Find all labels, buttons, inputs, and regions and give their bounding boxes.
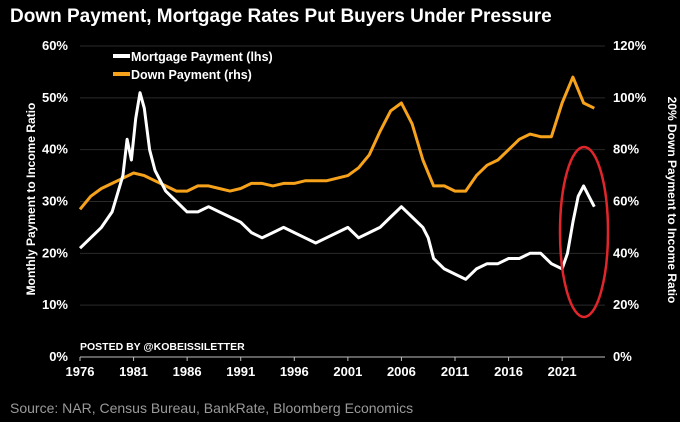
legend-label-down-payment: Down Payment (rhs) bbox=[131, 68, 252, 82]
left-tick-label: 30% bbox=[42, 194, 68, 209]
x-tick-label: 2011 bbox=[441, 364, 469, 379]
gridlines bbox=[80, 45, 605, 306]
right-tick-label: 120% bbox=[613, 38, 647, 53]
left-axis-label: Monthly Payment to Income Ratio bbox=[24, 103, 38, 296]
highlight-ellipse bbox=[558, 145, 610, 319]
right-tick-label: 20% bbox=[613, 297, 639, 312]
right-axis-ticks: 0% 20% 40% 60% 80% 100% 120% bbox=[613, 38, 647, 364]
x-axis-ticks: 1976 1981 1986 1991 1996 2001 2006 2011 2016 2021 bbox=[66, 357, 577, 379]
x-tick-label: 2016 bbox=[494, 364, 523, 379]
left-tick-label: 40% bbox=[42, 142, 68, 157]
right-tick-label: 100% bbox=[613, 90, 647, 105]
right-axis-label: 20% Down Payment to Income Ratio bbox=[665, 97, 679, 304]
x-tick-label: 1976 bbox=[66, 364, 95, 379]
watermark: POSTED BY @KOBEISSILETTER bbox=[80, 341, 245, 353]
legend: Mortgage Payment (lhs) Down Payment (rhs… bbox=[113, 50, 273, 82]
x-tick-label: 1996 bbox=[280, 364, 309, 379]
chart-title: Down Payment, Mortgage Rates Put Buyers … bbox=[10, 6, 552, 27]
x-tick-label: 2021 bbox=[548, 364, 577, 379]
left-tick-label: 60% bbox=[42, 38, 68, 53]
series-line-mortgage-payment bbox=[78, 91, 596, 281]
right-tick-label: 60% bbox=[613, 194, 639, 209]
left-tick-label: 0% bbox=[49, 349, 68, 364]
legend-label-mortgage: Mortgage Payment (lhs) bbox=[131, 50, 273, 64]
left-tick-label: 10% bbox=[42, 297, 68, 312]
source-note: Source: NAR, Census Bureau, BankRate, Bl… bbox=[10, 400, 414, 416]
series-line-down-payment bbox=[78, 75, 595, 211]
right-tick-label: 0% bbox=[613, 349, 632, 364]
left-tick-label: 20% bbox=[42, 245, 68, 260]
left-axis-ticks: 0% 10% 20% 30% 40% 50% 60% bbox=[42, 38, 68, 364]
x-tick-label: 2001 bbox=[333, 364, 362, 379]
x-tick-label: 1991 bbox=[226, 364, 255, 379]
x-tick-label: 1981 bbox=[119, 364, 148, 379]
x-tick-label: 2006 bbox=[387, 364, 416, 379]
right-tick-label: 80% bbox=[613, 142, 639, 157]
right-tick-label: 40% bbox=[613, 245, 639, 260]
left-tick-label: 50% bbox=[42, 90, 68, 105]
x-tick-label: 1986 bbox=[173, 364, 202, 379]
